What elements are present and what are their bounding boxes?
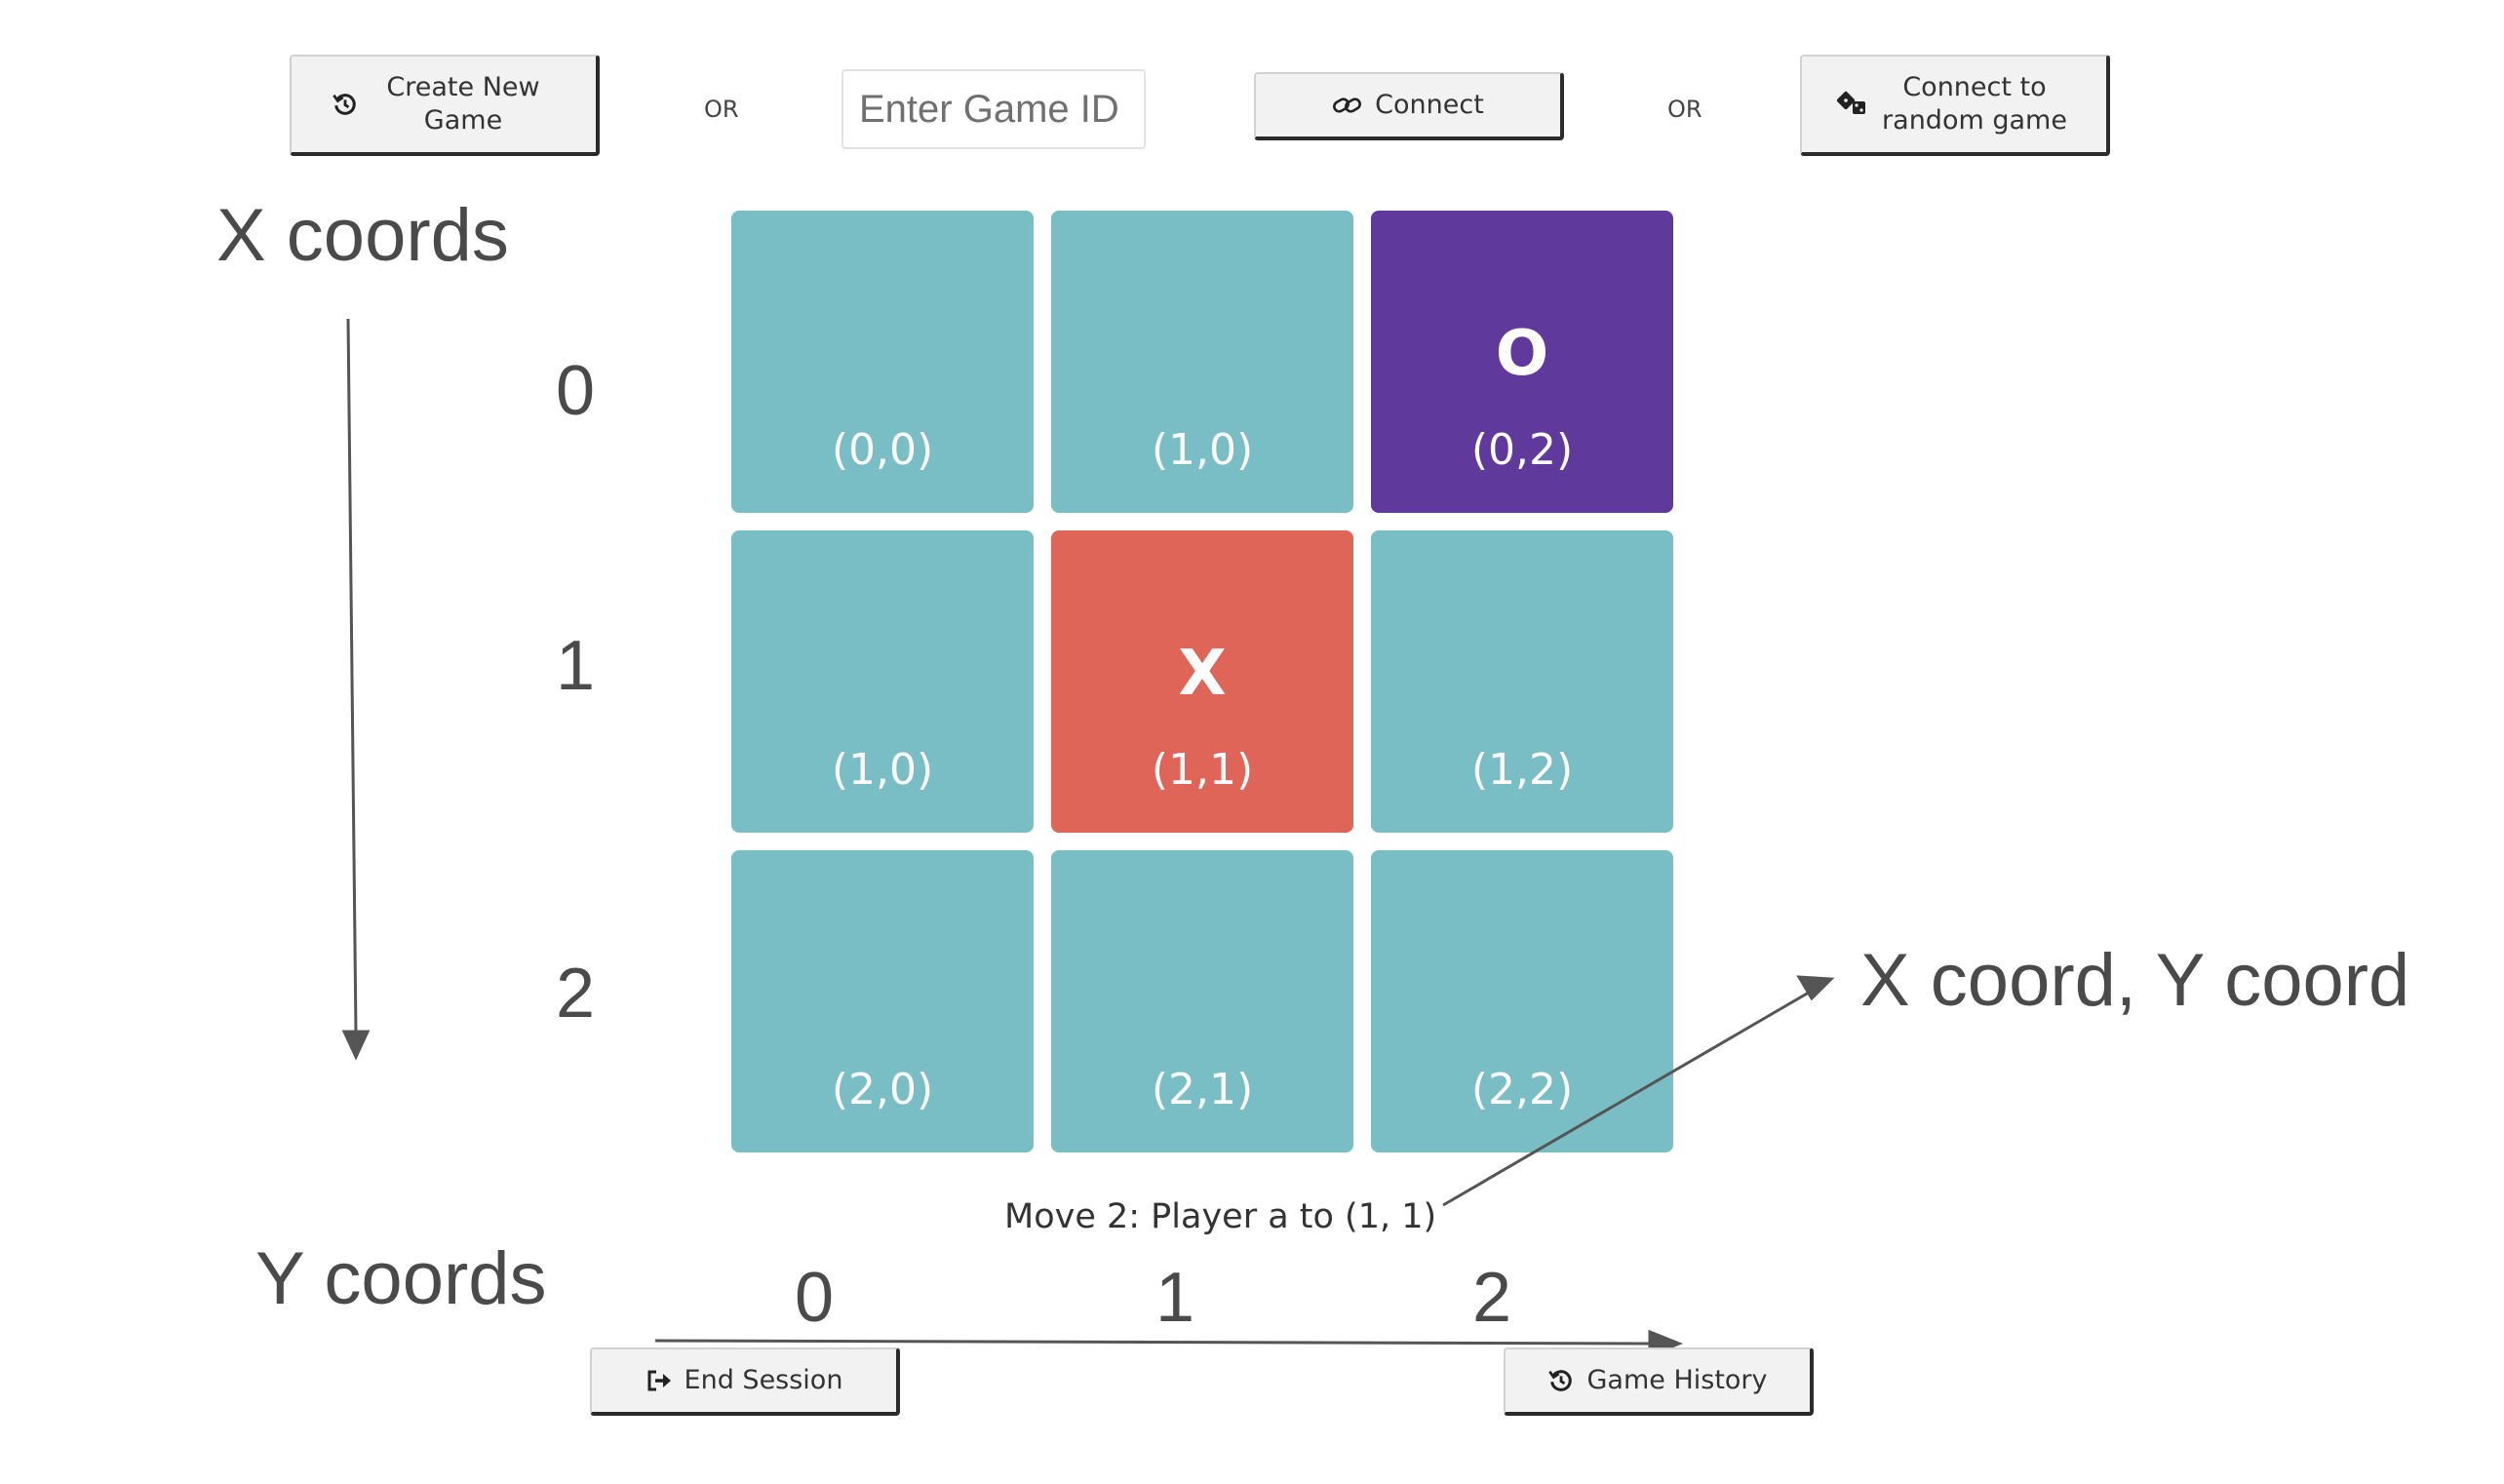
- connect-random-game-label: Connect to random game: [1882, 72, 2067, 136]
- cell-coord-label: (2,1): [1151, 1065, 1254, 1114]
- cell-coord-label: (1,0): [1151, 425, 1254, 475]
- cell-coord-label: (1,2): [1470, 745, 1574, 795]
- board-cell[interactable]: (1,0): [731, 530, 1034, 833]
- board-cell[interactable]: (0,0): [731, 211, 1034, 513]
- col-number-0: 0: [795, 1259, 835, 1337]
- x-coords-label: X coords: [216, 194, 509, 277]
- y-coords-label: Y coords: [255, 1237, 547, 1320]
- connect-random-game-button[interactable]: Connect to random game: [1800, 55, 2110, 156]
- connect-button[interactable]: Connect: [1254, 72, 1564, 140]
- board-cell[interactable]: (2,0): [731, 850, 1034, 1152]
- row-number-1: 1: [556, 627, 596, 705]
- cell-coord-label: (1,1): [1151, 745, 1254, 795]
- board-cell[interactable]: X (1,1): [1051, 530, 1353, 833]
- col-number-2: 2: [1472, 1259, 1512, 1337]
- dice-icon: [1836, 91, 1869, 118]
- xy-coord-label: X coord, Y coord: [1860, 939, 2410, 1022]
- cell-coord-label: (1,0): [831, 745, 934, 795]
- game-history-label: Game History: [1586, 1365, 1768, 1396]
- connect-label: Connect: [1375, 90, 1484, 121]
- col-number-1: 1: [1155, 1259, 1195, 1337]
- board-cell[interactable]: O (0,2): [1371, 211, 1673, 513]
- move-status: Move 2: Player a to (1, 1): [1004, 1197, 1437, 1236]
- cell-coord-label: (2,2): [1470, 1065, 1574, 1114]
- board-cell[interactable]: (1,2): [1371, 530, 1673, 833]
- or-separator-left: OR: [704, 96, 739, 123]
- row-number-0: 0: [556, 352, 596, 430]
- history-icon: [1547, 1367, 1575, 1394]
- board-cell[interactable]: (1,0): [1051, 211, 1353, 513]
- create-new-game-label: Create New Game: [386, 72, 540, 136]
- x-axis-arrow: [341, 318, 371, 1061]
- cell-coord-label: (2,0): [831, 1065, 934, 1114]
- sign-out-icon: [646, 1368, 673, 1393]
- link-icon: [1332, 94, 1363, 117]
- end-session-button[interactable]: End Session: [590, 1347, 900, 1416]
- create-new-game-button[interactable]: Create New Game: [290, 55, 600, 156]
- board-cell[interactable]: (2,2): [1371, 850, 1673, 1152]
- game-id-input[interactable]: [841, 69, 1146, 149]
- end-session-label: End Session: [684, 1365, 843, 1396]
- history-icon: [332, 91, 359, 118]
- or-separator-right: OR: [1667, 96, 1702, 123]
- cell-coord-label: (0,0): [831, 425, 934, 475]
- game-history-button[interactable]: Game History: [1504, 1347, 1814, 1416]
- cell-coord-label: (0,2): [1470, 425, 1574, 475]
- board-cell[interactable]: (2,1): [1051, 850, 1353, 1152]
- cell-mark: O: [1495, 318, 1549, 390]
- cell-mark: X: [1178, 638, 1227, 710]
- row-number-2: 2: [556, 955, 596, 1033]
